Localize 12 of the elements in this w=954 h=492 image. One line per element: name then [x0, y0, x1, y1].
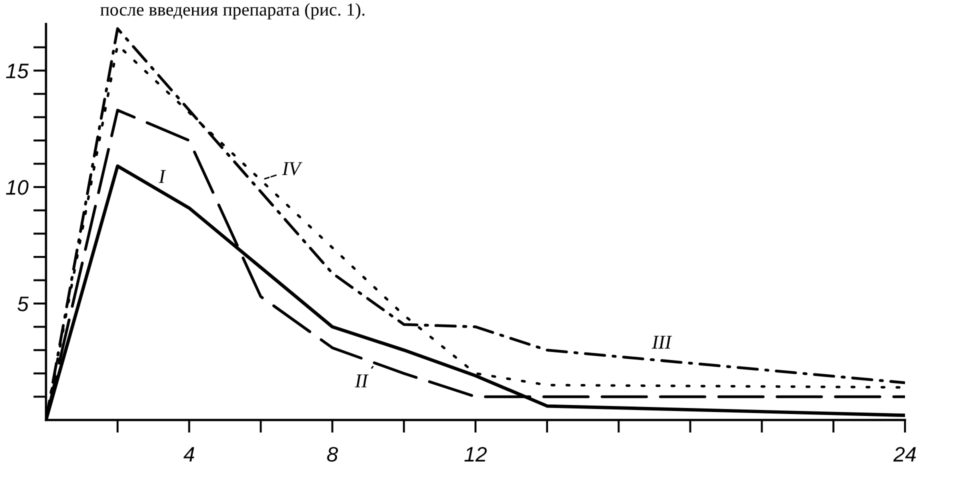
y-tick-label: 5: [18, 296, 29, 312]
y-tick-label: 10: [6, 180, 28, 195]
x-tick-label: 12: [464, 446, 487, 462]
text: после введения препарата (рис. 1).: [100, 3, 364, 20]
y-tick-label: 15: [6, 64, 29, 78]
x-tick-label: 8: [327, 446, 338, 462]
x-tick-label: 4: [184, 447, 194, 462]
legend-label: IV: [282, 162, 302, 176]
series-label: II: [354, 374, 369, 388]
series-label: I: [158, 170, 166, 183]
series-label: III: [652, 336, 672, 349]
x-tick-label: 24: [893, 446, 916, 462]
